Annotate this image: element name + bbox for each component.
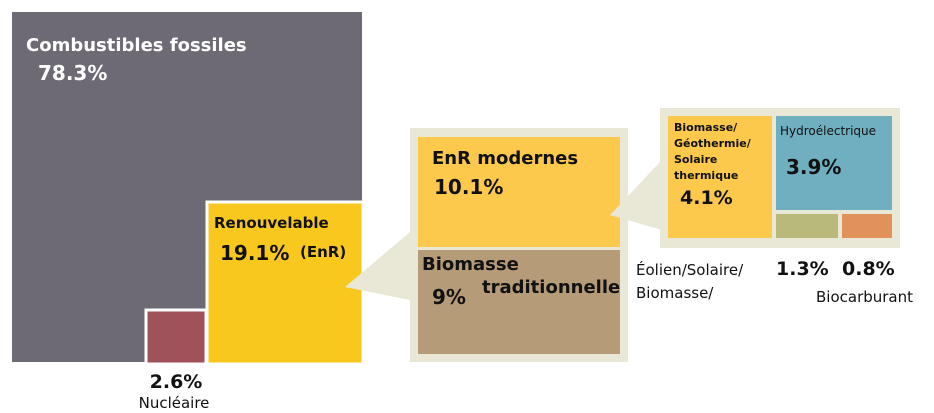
traditional-box bbox=[418, 250, 620, 354]
label: EnR modernes bbox=[432, 148, 578, 169]
label: Renouvelable bbox=[214, 214, 329, 232]
biofuel-box bbox=[842, 214, 892, 238]
value: 0.8% bbox=[842, 258, 895, 280]
note: (EnR) bbox=[300, 243, 346, 261]
label: Solaire bbox=[674, 153, 717, 166]
label: Géothermie/ bbox=[674, 137, 752, 150]
modern-box bbox=[418, 137, 620, 247]
label: Biocarburant bbox=[816, 288, 913, 306]
label: Éolien/Solaire/ bbox=[636, 260, 744, 279]
label: Biomasse bbox=[422, 254, 519, 275]
renewable-box bbox=[205, 200, 365, 366]
label: Combustibles fossiles bbox=[26, 35, 247, 56]
value: 78.3% bbox=[38, 61, 107, 85]
value: 9% bbox=[432, 285, 466, 309]
label: Hydroélectrique bbox=[780, 124, 876, 138]
label: Nucléaire bbox=[139, 394, 210, 412]
value: 3.9% bbox=[786, 155, 841, 179]
value: 1.3% bbox=[776, 258, 829, 280]
label: Biomasse/ bbox=[636, 284, 714, 302]
value: 19.1% bbox=[220, 241, 289, 265]
wind-box bbox=[776, 214, 838, 238]
label: traditionnelle bbox=[482, 277, 620, 298]
label: thermique bbox=[674, 169, 738, 182]
zoom-cone bbox=[345, 232, 410, 300]
biomass-box bbox=[668, 116, 772, 238]
zoom-cone bbox=[610, 160, 662, 230]
hydro-box bbox=[776, 116, 892, 210]
label: Biomasse/ bbox=[674, 121, 738, 134]
value: 10.1% bbox=[434, 175, 503, 199]
value: 2.6% bbox=[150, 371, 203, 393]
value: 4.1% bbox=[680, 187, 733, 209]
nuclear-box bbox=[144, 308, 208, 366]
